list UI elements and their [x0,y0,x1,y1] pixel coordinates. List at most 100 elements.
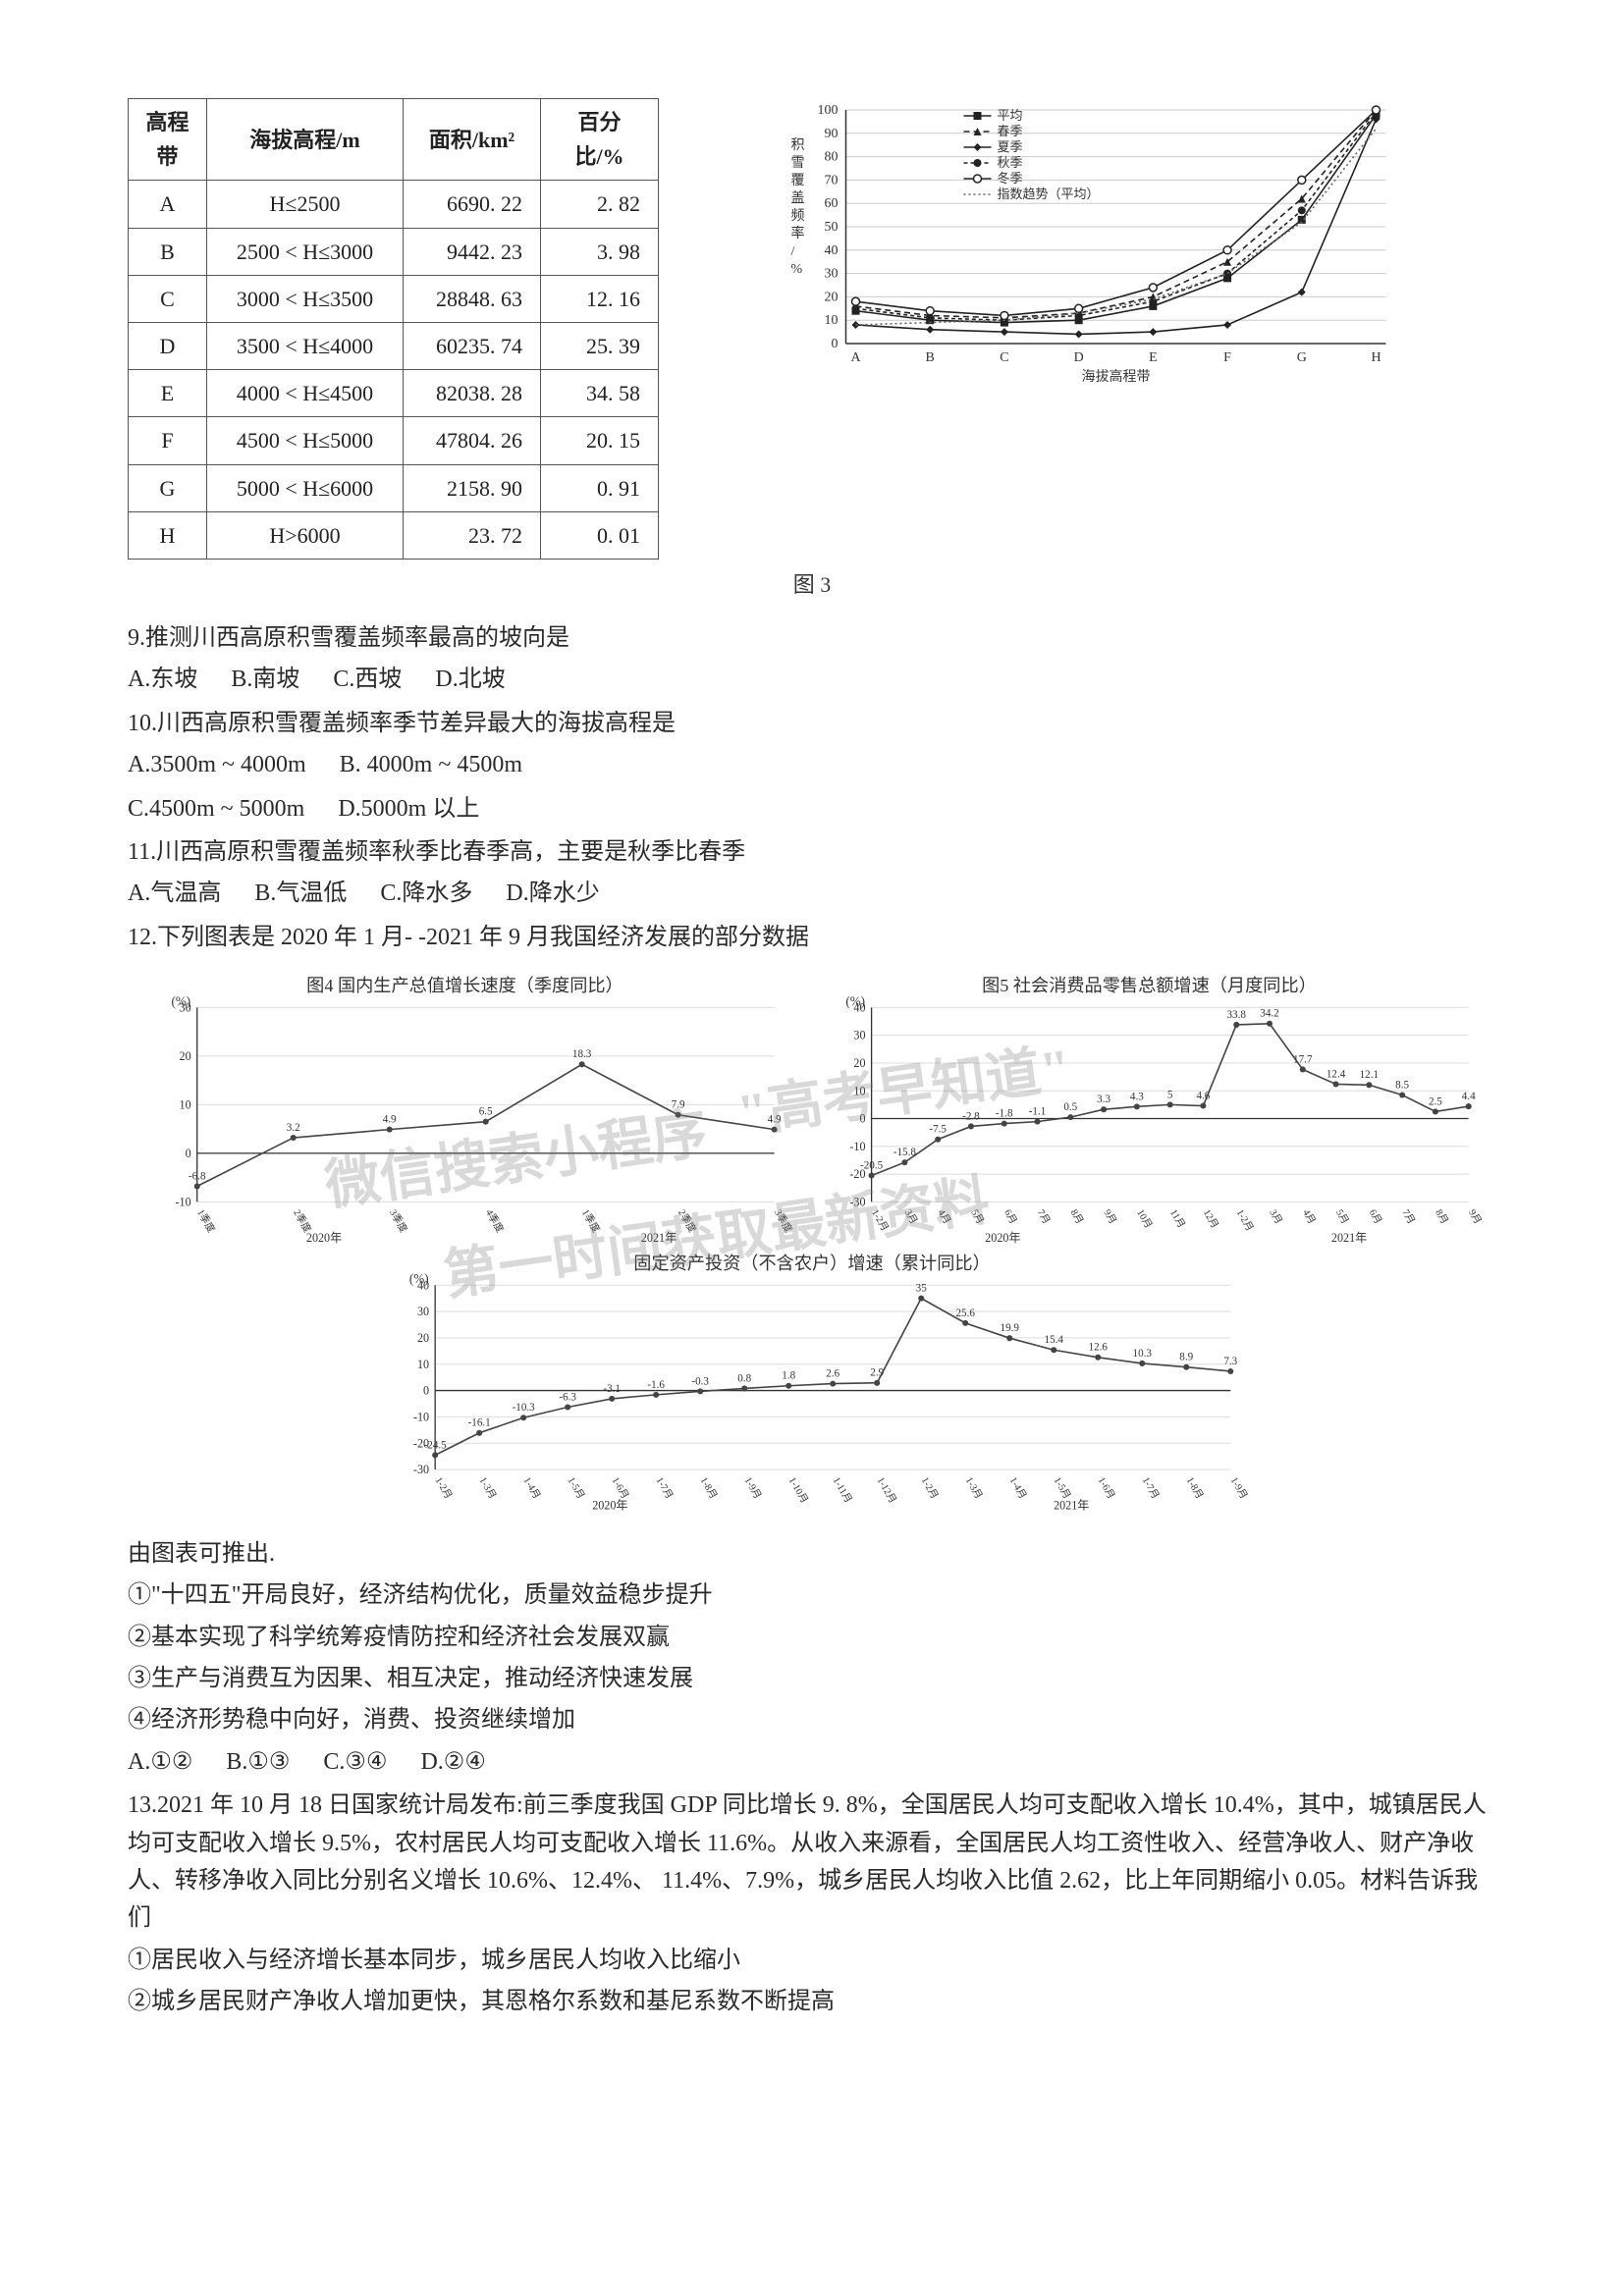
svg-text:1-12月: 1-12月 [875,1475,899,1506]
svg-text:1-7月: 1-7月 [654,1475,676,1501]
svg-text:0.5: 0.5 [1063,1101,1077,1113]
svg-text:1-5月: 1-5月 [566,1475,587,1501]
svg-text:春季: 春季 [998,124,1023,138]
svg-text:4.4: 4.4 [1462,1091,1476,1102]
svg-text:率: 率 [791,225,805,241]
svg-text:11月: 11月 [1167,1207,1187,1230]
svg-text:-30: -30 [849,1196,865,1209]
svg-text:-7.5: -7.5 [929,1124,947,1136]
svg-text:9月: 9月 [1466,1207,1484,1226]
svg-text:-6.8: -6.8 [189,1171,206,1183]
q11-opt-d: D.降水少 [506,881,599,906]
svg-text:-10: -10 [176,1196,191,1209]
svg-text:冬季: 冬季 [998,171,1023,186]
svg-text:-1.8: -1.8 [996,1108,1013,1120]
q12-lead: 由图表可推出. [128,1535,1496,1573]
svg-text:7月: 7月 [1400,1207,1418,1226]
svg-text:7.3: 7.3 [1223,1356,1237,1367]
svg-text:指数趋势（平均）: 指数趋势（平均） [998,187,1100,201]
svg-text:-6.3: -6.3 [559,1392,576,1404]
svg-text:频: 频 [791,208,805,224]
svg-text:8.9: 8.9 [1179,1352,1193,1363]
svg-text:3.2: 3.2 [287,1122,300,1134]
svg-text:1.8: 1.8 [782,1370,795,1382]
q10-opt-a: A.3500m ~ 4000m [128,752,306,777]
q12-opt-b: B.①③ [226,1749,290,1775]
svg-text:1-8月: 1-8月 [698,1475,720,1501]
svg-text:1-6月: 1-6月 [1096,1475,1117,1501]
svg-text:2.9: 2.9 [870,1367,884,1379]
svg-text:-2.8: -2.8 [962,1111,980,1123]
q10-opt-c: C.4500m ~ 5000m [128,796,304,822]
svg-text:-24.5: -24.5 [424,1439,448,1451]
svg-text:1-2月: 1-2月 [869,1207,891,1233]
question-10-stem: 10.川西高原积雪覆盖频率季节差异最大的海拔高程是 [128,705,1496,742]
svg-text:10: 10 [180,1098,191,1112]
svg-text:5月: 5月 [1333,1207,1351,1226]
svg-text:7.9: 7.9 [672,1099,685,1111]
svg-text:3季度: 3季度 [387,1207,410,1235]
svg-text:17.7: 17.7 [1293,1054,1313,1066]
svg-text:3月: 3月 [1267,1207,1284,1226]
svg-text:1-2月: 1-2月 [1234,1207,1256,1233]
svg-text:2.6: 2.6 [826,1368,839,1380]
svg-text:20: 20 [853,1056,865,1070]
svg-text:15.4: 15.4 [1045,1334,1064,1346]
q11-opt-a: A.气温高 [128,881,221,906]
svg-text:12.1: 12.1 [1360,1069,1379,1081]
svg-text:雪: 雪 [791,155,805,171]
q9-opt-c: C.西坡 [333,667,402,692]
svg-text:90: 90 [825,127,839,141]
economy-charts: 图4 国内生产总值增长速度（季度同比）-100102030(%)1季度2季度3季… [128,970,1496,1525]
svg-text:0: 0 [859,1112,865,1126]
svg-text:25.6: 25.6 [956,1308,976,1319]
svg-text:-20.5: -20.5 [860,1160,884,1172]
svg-text:1-4月: 1-4月 [1007,1475,1029,1501]
svg-text:1-5月: 1-5月 [1052,1475,1073,1501]
svg-text:8月: 8月 [1433,1207,1450,1226]
svg-text:50: 50 [825,220,839,235]
question-12-options: A.①② B.①③ C.③④ D.②④ [128,1743,1496,1781]
svg-text:F: F [1223,350,1231,365]
svg-text:1季度: 1季度 [194,1207,218,1235]
svg-text:1-11月: 1-11月 [831,1475,855,1505]
q12-s3: ③生产与消费互为因果、相互决定，推动经济快速发展 [128,1660,1496,1697]
svg-text:平均: 平均 [998,108,1023,123]
svg-text:夏季: 夏季 [998,139,1023,154]
question-13-para: 13.2021 年 10 月 18 日国家统计局发布:前三季度我国 GDP 同比… [128,1787,1496,1938]
svg-text:20: 20 [180,1049,191,1063]
svg-text:4季度: 4季度 [483,1207,507,1235]
svg-text:0.8: 0.8 [737,1373,751,1385]
svg-text:D: D [1074,350,1084,365]
svg-text:秋季: 秋季 [998,155,1023,170]
svg-text:12月: 12月 [1201,1207,1220,1230]
svg-text:1-10月: 1-10月 [786,1475,811,1506]
svg-text:4月: 4月 [1300,1207,1318,1226]
svg-text:12.4: 12.4 [1326,1069,1346,1081]
svg-text:20: 20 [417,1331,429,1345]
svg-text:-10.3: -10.3 [513,1402,536,1414]
svg-text:1-8月: 1-8月 [1184,1475,1206,1501]
svg-text:2020年: 2020年 [592,1499,627,1513]
question-12-stem: 12.下列图表是 2020 年 1 月- -2021 年 9 月我国经济发展的部… [128,919,1496,956]
svg-text:2季度: 2季度 [676,1207,699,1235]
svg-text:1-4月: 1-4月 [521,1475,543,1501]
svg-text:C: C [1000,350,1008,365]
svg-text:4.6: 4.6 [1196,1091,1210,1102]
svg-text:4.9: 4.9 [768,1114,782,1126]
svg-text:100: 100 [818,103,839,118]
q12-s2: ②基本实现了科学统筹疫情防控和经济社会发展双赢 [128,1619,1496,1656]
svg-text:19.9: 19.9 [1001,1322,1020,1334]
svg-text:6月: 6月 [1001,1207,1019,1226]
svg-text:G: G [1297,350,1307,365]
q12-s1: ①"十四五"开局良好，经济结构优化，质量效益稳步提升 [128,1576,1496,1614]
svg-text:3季度: 3季度 [772,1207,795,1235]
svg-text:图4 国内生产总值增长速度（季度同比）: 图4 国内生产总值增长速度（季度同比） [306,976,623,995]
svg-text:-0.3: -0.3 [691,1376,709,1388]
svg-text:0: 0 [832,337,839,351]
q9-opt-b: B.南坡 [231,667,299,692]
svg-text:2021年: 2021年 [1054,1499,1089,1513]
svg-text:图5 社会消费品零售总额增速（月度同比）: 图5 社会消费品零售总额增速（月度同比） [982,976,1317,995]
elevation-table: 高程带海拔高程/m面积/km²百分比/% AH≤25006690. 222. 8… [128,98,659,560]
svg-text:10: 10 [825,313,839,328]
